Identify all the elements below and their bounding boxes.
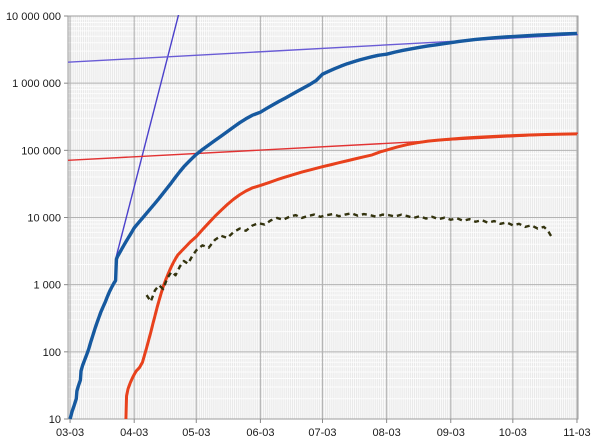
- x-tick-label: 10-03: [499, 427, 527, 439]
- x-tick-label: 07-03: [308, 427, 336, 439]
- x-tick-label: 06-03: [246, 427, 274, 439]
- y-tick-label: 10: [49, 414, 61, 426]
- y-tick-label: 1 000 000: [12, 78, 61, 90]
- y-tick-label: 1 000: [33, 280, 61, 292]
- series-daily-new-dotted-olive: [145, 212, 554, 303]
- x-tick-label: 11-03: [563, 427, 590, 439]
- y-tick-label: 100 000: [21, 145, 61, 157]
- y-tick-label: 10 000: [27, 213, 61, 225]
- x-tick-label: 03-03: [56, 427, 84, 439]
- series-cumulative-red-thick: [124, 132, 578, 420]
- y-tick-label: 10 000 000: [6, 11, 61, 23]
- series-cumulative-blue-thick: [68, 31, 578, 420]
- x-tick-label: 08-03: [373, 427, 401, 439]
- x-tick-label: 04-03: [120, 427, 148, 439]
- x-tick-label: 09-03: [437, 427, 465, 439]
- x-tick-label: 05-03: [182, 427, 210, 439]
- y-tick-label: 100: [43, 347, 61, 359]
- series-trend-exponential-steep-blue: [114, 15, 180, 260]
